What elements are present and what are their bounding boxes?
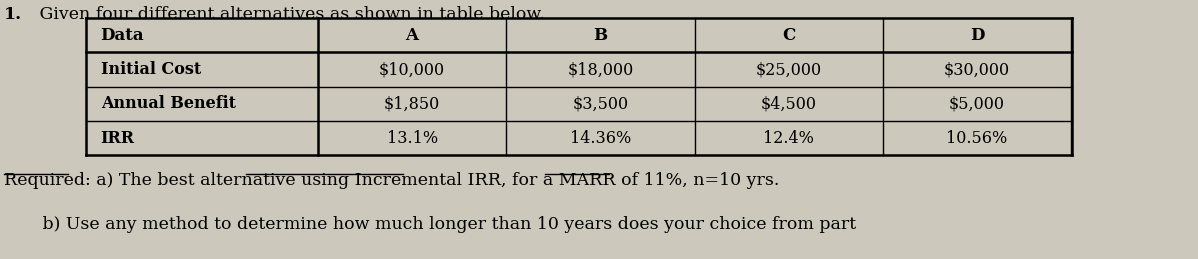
Text: IRR: IRR (101, 130, 134, 147)
Text: 1.: 1. (4, 6, 22, 24)
Text: $5,000: $5,000 (949, 95, 1005, 112)
Text: $3,500: $3,500 (573, 95, 629, 112)
Text: Annual Benefit: Annual Benefit (101, 95, 236, 112)
Text: Given four different alternatives as shown in table below.: Given four different alternatives as sho… (34, 6, 544, 24)
Text: D: D (970, 27, 985, 44)
Text: $30,000: $30,000 (944, 61, 1010, 78)
Text: $1,850: $1,850 (385, 95, 440, 112)
Text: C: C (782, 27, 795, 44)
Text: Initial Cost: Initial Cost (101, 61, 201, 78)
Text: B: B (593, 27, 607, 44)
Text: $18,000: $18,000 (568, 61, 634, 78)
Text: $10,000: $10,000 (379, 61, 446, 78)
Text: b) Use any method to determine how much longer than 10 years does your choice fr: b) Use any method to determine how much … (4, 216, 855, 233)
Text: $25,000: $25,000 (756, 61, 822, 78)
Text: 10.56%: 10.56% (946, 130, 1008, 147)
Text: $4,500: $4,500 (761, 95, 817, 112)
Text: 13.1%: 13.1% (387, 130, 437, 147)
Text: 12.4%: 12.4% (763, 130, 815, 147)
Text: A: A (406, 27, 418, 44)
Text: 14.36%: 14.36% (570, 130, 631, 147)
Text: Data: Data (101, 27, 144, 44)
Text: Required: a) The best alternative using Incremental IRR, for a MARR of 11%, n=10: Required: a) The best alternative using … (4, 172, 779, 189)
